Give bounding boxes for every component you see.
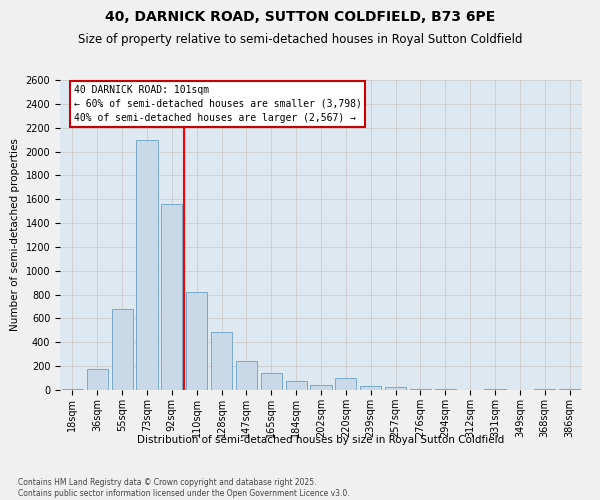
Bar — [136, 140, 158, 390]
Bar — [161, 204, 182, 390]
Bar — [236, 362, 257, 390]
Text: 40 DARNICK ROAD: 101sqm
← 60% of semi-detached houses are smaller (3,798)
40% of: 40 DARNICK ROAD: 101sqm ← 60% of semi-de… — [74, 85, 362, 123]
Bar — [186, 292, 207, 390]
Bar — [261, 372, 282, 390]
Bar — [211, 332, 232, 390]
Bar — [87, 368, 108, 390]
Text: Distribution of semi-detached houses by size in Royal Sutton Coldfield: Distribution of semi-detached houses by … — [137, 435, 505, 445]
Text: Size of property relative to semi-detached houses in Royal Sutton Coldfield: Size of property relative to semi-detach… — [78, 32, 522, 46]
Bar — [360, 386, 381, 390]
Bar — [286, 381, 307, 390]
Y-axis label: Number of semi-detached properties: Number of semi-detached properties — [10, 138, 20, 332]
Text: Contains HM Land Registry data © Crown copyright and database right 2025.
Contai: Contains HM Land Registry data © Crown c… — [18, 478, 350, 498]
Bar — [385, 387, 406, 390]
Text: 40, DARNICK ROAD, SUTTON COLDFIELD, B73 6PE: 40, DARNICK ROAD, SUTTON COLDFIELD, B73 … — [105, 10, 495, 24]
Bar — [410, 389, 431, 390]
Bar — [335, 378, 356, 390]
Bar — [112, 309, 133, 390]
Bar — [310, 384, 332, 390]
